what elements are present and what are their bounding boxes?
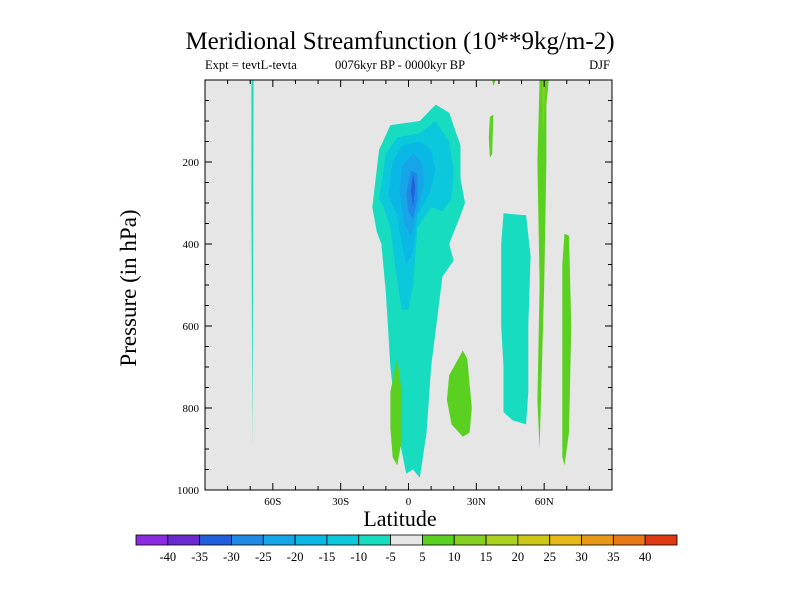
experiment-label: Expt = tevtL-tevta xyxy=(205,58,297,72)
colorbar-swatch xyxy=(358,534,391,546)
contour-region-5-8 xyxy=(390,358,402,466)
y-tick-label: 1000 xyxy=(177,485,200,497)
y-tick-label: 400 xyxy=(183,239,200,251)
colorbar-label: 40 xyxy=(639,550,652,564)
x-tick-label: 60S xyxy=(264,496,281,508)
colorbar-swatch xyxy=(549,534,582,546)
colorbar-label: 30 xyxy=(575,550,588,564)
colorbar-label: -20 xyxy=(287,550,304,564)
colorbar-label: 35 xyxy=(607,550,620,564)
x-tick-label: 30N xyxy=(467,496,486,508)
colorbar-label: 20 xyxy=(512,550,525,564)
colorbar-swatch xyxy=(326,534,360,546)
y-tick-label: 200 xyxy=(183,157,200,169)
colorbar-label: -35 xyxy=(191,550,208,564)
x-tick-label: 30S xyxy=(332,496,349,508)
colorbar-label: -30 xyxy=(223,550,240,564)
contour-region-5-11 xyxy=(562,233,572,466)
colorbar-swatch xyxy=(135,534,169,546)
colorbar-swatch xyxy=(422,534,455,546)
colorbar-label: 15 xyxy=(480,550,493,564)
colorbar-label: -5 xyxy=(385,550,395,564)
colorbar-swatch xyxy=(517,534,551,546)
contour-region--10-7 xyxy=(501,213,531,425)
colorbar-swatch xyxy=(199,534,232,546)
colorbar-label: 10 xyxy=(448,550,461,564)
colorbar-label: -25 xyxy=(255,550,272,564)
chart-title: Meridional Streamfunction (10**9kg/m-2) xyxy=(185,28,615,55)
colorbar-swatch xyxy=(612,534,646,546)
colorbar-swatch xyxy=(262,534,296,546)
colorbar-label: -10 xyxy=(350,550,367,564)
contour-region-5-12 xyxy=(488,114,494,158)
contour-region-5-13 xyxy=(492,80,496,87)
contour-region--35-6 xyxy=(410,174,416,208)
colorbar-swatch xyxy=(390,534,423,546)
y-tick-label: 800 xyxy=(183,403,200,415)
colorbar-label: -15 xyxy=(319,550,336,564)
contour-regions xyxy=(251,80,572,478)
contour-region-5-9 xyxy=(446,350,472,437)
colorbar-swatch xyxy=(453,534,487,546)
colorbar-swatch xyxy=(294,534,328,546)
y-tick-label: 600 xyxy=(183,321,200,333)
x-tick-label: 60N xyxy=(535,496,554,508)
colorbar-swatch xyxy=(644,534,678,546)
x-tick-label: 0 xyxy=(406,496,412,508)
contour-region-10-14 xyxy=(541,80,546,138)
colorbar-swatch xyxy=(581,534,614,546)
axis-ticks: 60S 30S 0 30N 60N 200 400 600 800 1000 xyxy=(177,79,613,508)
contour-region--10-0 xyxy=(251,80,254,449)
colorbar-label: 25 xyxy=(543,550,556,564)
season-label: DJF xyxy=(589,58,610,72)
colorbar-label: -40 xyxy=(159,550,176,564)
y-axis-label: Pressure (in hPa) xyxy=(116,209,141,367)
period-label: 0076kyr BP - 0000kyr BP xyxy=(334,58,466,72)
x-axis-label: Latitude xyxy=(363,506,437,531)
contour-region-5-10 xyxy=(537,80,549,449)
colorbar: -40 -35 -30 -25 -20 -15 -10 -5 5 10 15 20 25 30 35 40 xyxy=(135,534,678,564)
colorbar-label: 5 xyxy=(419,550,425,564)
colorbar-swatch xyxy=(167,534,201,546)
colorbar-swatch xyxy=(231,534,264,546)
colorbar-swatch xyxy=(485,534,519,546)
